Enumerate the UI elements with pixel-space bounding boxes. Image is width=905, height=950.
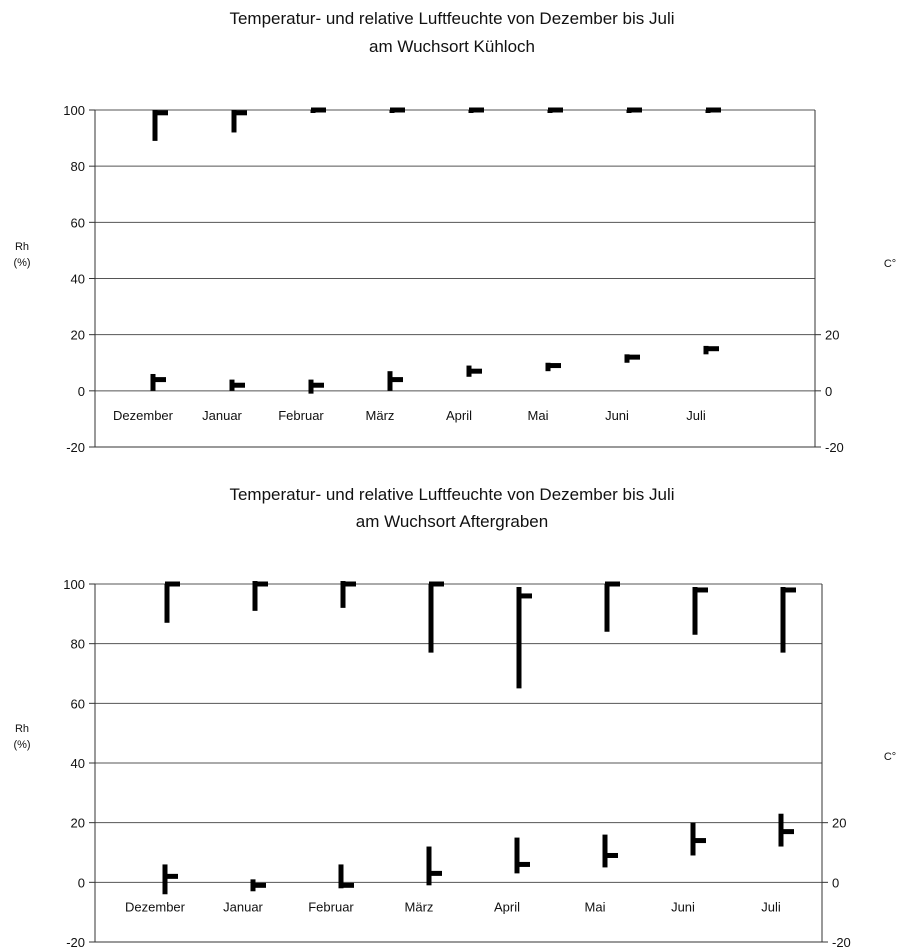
x-tick-label: März (405, 899, 434, 914)
x-tick-label: Juli (686, 408, 706, 423)
y-tick-label-left: 80 (71, 637, 85, 652)
y-tick-label-left: 0 (78, 875, 85, 890)
y-axis-label-left: Rh (15, 723, 29, 735)
y-axis-label-left-unit: (%) (13, 739, 30, 751)
x-tick-label: April (446, 408, 472, 423)
y-tick-label-left: 60 (71, 215, 85, 230)
y-tick-label-left: 20 (71, 328, 85, 343)
y-tick-label-left: 20 (71, 816, 85, 831)
y-tick-label-left: 40 (71, 272, 85, 287)
y-axis-label-left: Rh (15, 241, 29, 253)
y-tick-label-right: 0 (825, 384, 832, 399)
x-tick-label: April (494, 899, 520, 914)
y-axis-label-right: C° (884, 258, 896, 270)
x-tick-label: Dezember (125, 899, 186, 914)
x-tick-label: Februar (278, 408, 324, 423)
chart-2: Temperatur- und relative Luftfeuchte von… (13, 485, 896, 950)
y-tick-label-right: 20 (832, 816, 846, 831)
y-tick-label-right: 0 (832, 875, 839, 890)
y-axis-label-right: C° (884, 751, 896, 763)
y-tick-label-left: 40 (71, 756, 85, 771)
y-tick-label-left: 100 (63, 103, 85, 118)
x-tick-label: Juni (605, 408, 629, 423)
chart-1: Temperatur- und relative Luftfeuchte von… (13, 9, 896, 455)
x-tick-label: März (366, 408, 395, 423)
x-tick-label: Februar (308, 899, 354, 914)
x-tick-label: Juli (761, 899, 781, 914)
chart-title: Temperatur- und relative Luftfeuchte von… (229, 485, 674, 504)
x-tick-label: Mai (585, 899, 606, 914)
chart-subtitle: am Wuchsort Kühloch (369, 37, 535, 56)
y-tick-label-left: -20 (66, 935, 85, 950)
y-tick-label-left: 60 (71, 696, 85, 711)
chart-title: Temperatur- und relative Luftfeuchte von… (229, 9, 674, 28)
y-tick-label-left: 80 (71, 159, 85, 174)
x-tick-label: Mai (528, 408, 549, 423)
y-tick-label-right: 20 (825, 328, 839, 343)
chart-subtitle: am Wuchsort Aftergraben (356, 512, 548, 531)
y-tick-label-left: 100 (63, 577, 85, 592)
x-tick-label: Dezember (113, 408, 174, 423)
y-tick-label-left: 0 (78, 384, 85, 399)
x-tick-label: Januar (202, 408, 242, 423)
y-tick-label-left: -20 (66, 440, 85, 455)
y-tick-label-right: -20 (832, 935, 851, 950)
y-tick-label-right: -20 (825, 440, 844, 455)
x-tick-label: Juni (671, 899, 695, 914)
x-tick-label: Januar (223, 899, 263, 914)
y-axis-label-left-unit: (%) (13, 257, 30, 269)
